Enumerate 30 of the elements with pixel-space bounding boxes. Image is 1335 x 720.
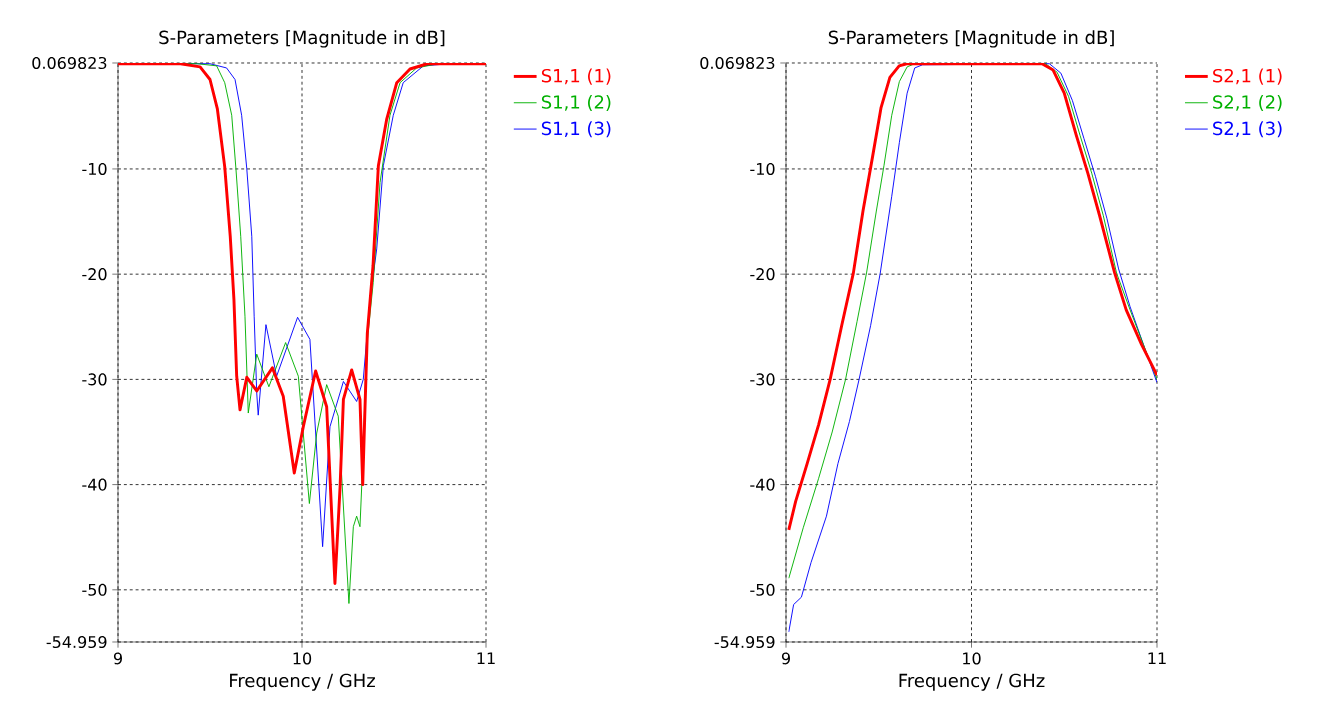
x-tick-label: 10: [293, 652, 312, 665]
x-tick-label: 9: [781, 652, 790, 665]
y-tick-label: -54.959: [714, 635, 775, 649]
y-tick-label: -30: [82, 373, 107, 386]
legend-label: S1,1 (1): [541, 68, 611, 85]
x-tick-label: 11: [477, 652, 495, 665]
legend-label: S2,1 (3): [1213, 121, 1282, 138]
y-tick-label: -50: [82, 583, 107, 596]
x-tick-label: 11: [1148, 652, 1166, 665]
legend-label: S2,1 (1): [1213, 68, 1282, 85]
legend-label: S2,1 (2): [1213, 94, 1282, 111]
legend-label: S1,1 (3): [541, 121, 611, 138]
y-tick-label: -30: [750, 373, 775, 386]
y-tick-label: -10: [750, 162, 775, 175]
y-tick-label: -40: [82, 478, 107, 491]
y-tick-label: -40: [750, 478, 775, 491]
y-tick-label: 0.069823: [700, 56, 775, 70]
x-tick-label: 10: [963, 652, 981, 665]
chart-title: S-Parameters [Magnitude in dB]: [828, 30, 1114, 48]
x-axis-title: Frequency / GHz: [230, 673, 375, 691]
x-axis-title: Frequency / GHz: [899, 673, 1045, 691]
y-tick-label: -20: [750, 268, 775, 281]
y-tick-label: -50: [750, 583, 775, 596]
legend-label: S1,1 (2): [541, 94, 611, 111]
chart-title: S-Parameters [Magnitude in dB]: [159, 30, 445, 48]
y-tick-label: -20: [82, 268, 107, 281]
y-tick-label: -10: [82, 162, 107, 175]
x-tick-label: 9: [113, 652, 122, 665]
y-tick-label: -54.959: [46, 635, 107, 649]
y-tick-label: 0.069823: [32, 56, 107, 70]
